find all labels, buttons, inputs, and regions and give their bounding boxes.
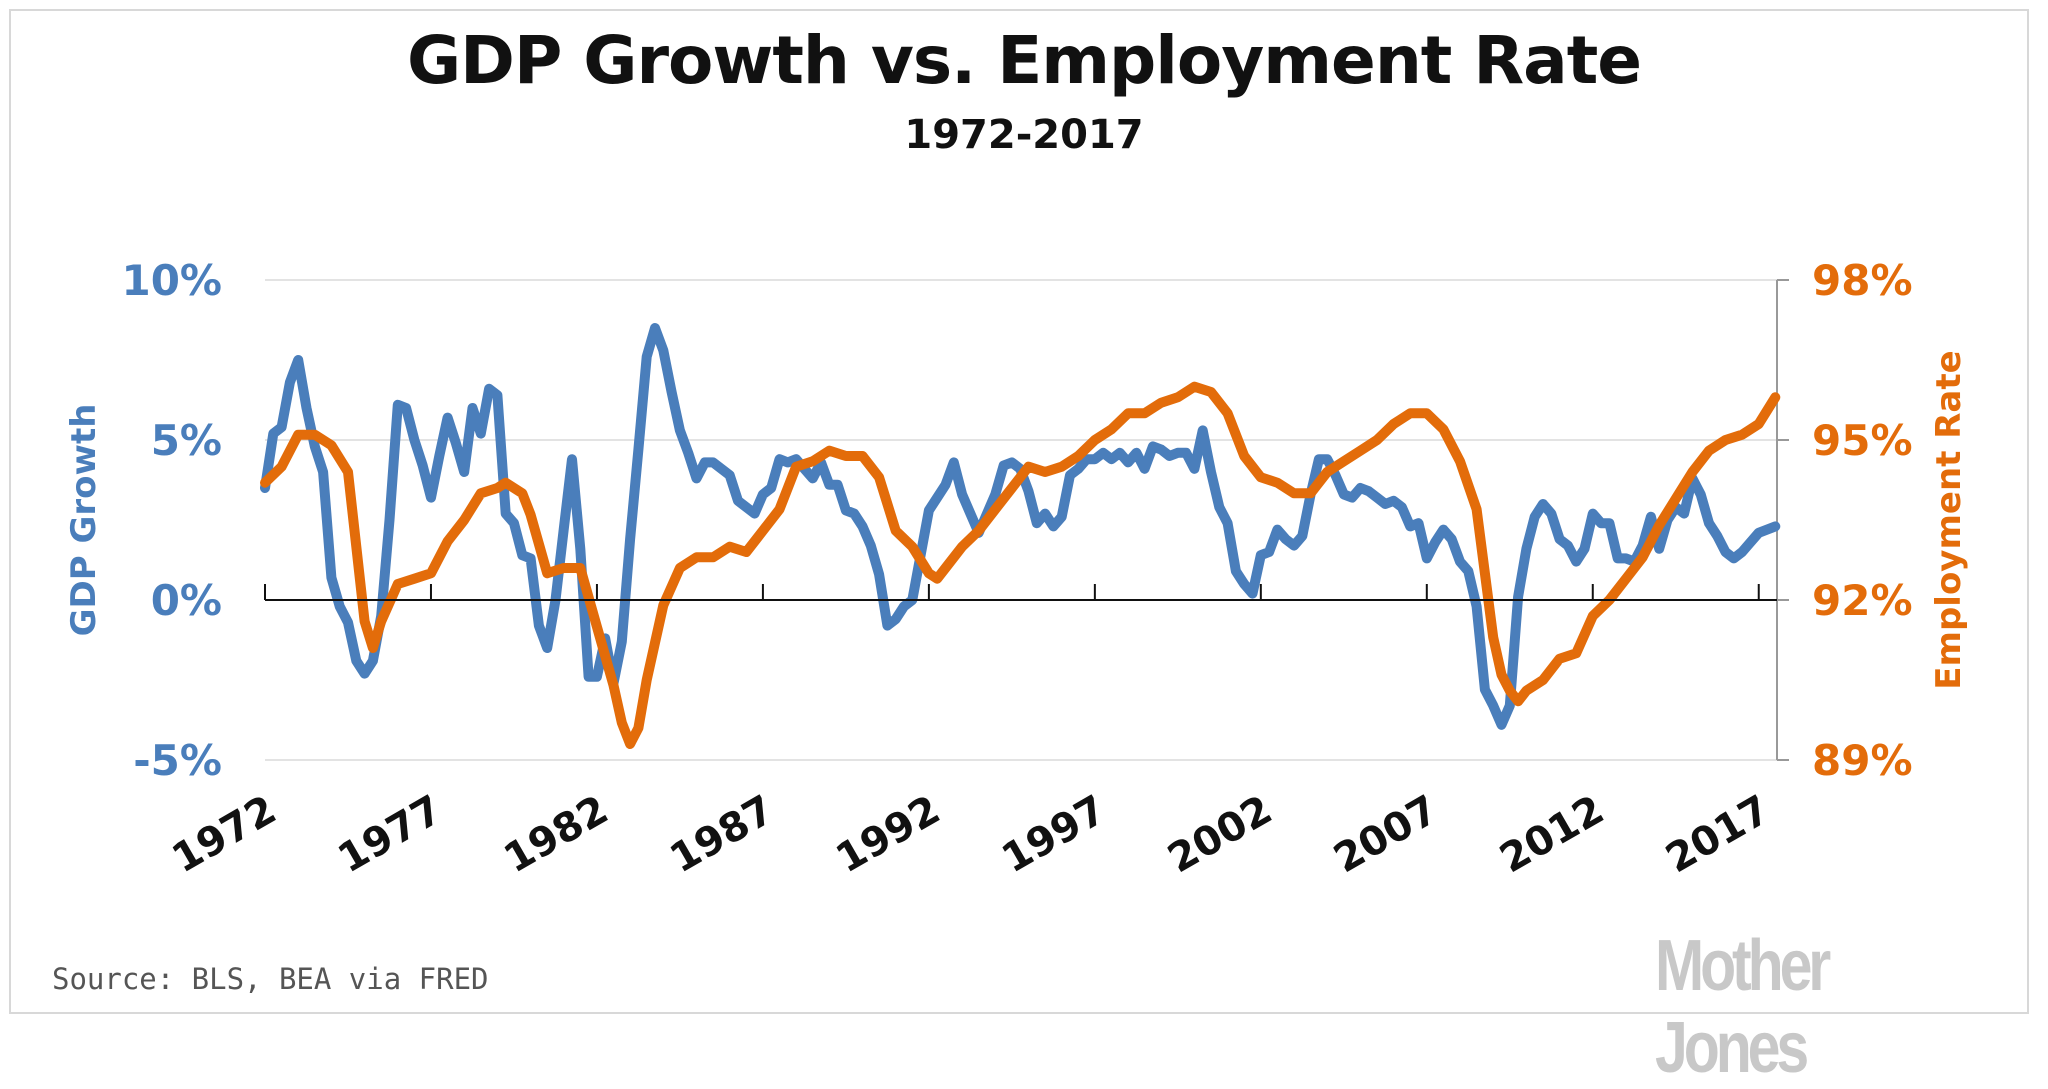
x-tick-label-1987: 1987 — [663, 787, 782, 883]
right-tick-label: 98% — [1812, 256, 1913, 305]
left-tick-label: 10% — [121, 256, 222, 305]
x-tick-label-1972: 1972 — [165, 787, 284, 883]
source-note: Source: BLS, BEA via FRED — [52, 962, 489, 996]
x-tick-label-2007: 2007 — [1326, 787, 1445, 883]
x-tick-label-1982: 1982 — [497, 787, 616, 883]
right-tick-label: 89% — [1812, 736, 1913, 785]
y-left-axis-title: GDP Growth — [64, 404, 104, 637]
x-tick-label-1992: 1992 — [828, 787, 947, 883]
right-tick-label: 92% — [1812, 576, 1913, 625]
x-tick-label-2002: 2002 — [1160, 787, 1279, 883]
left-tick-label: -5% — [133, 736, 222, 785]
gdp-growth-line — [260, 323, 1781, 730]
left-tick-label: 0% — [151, 576, 222, 625]
x-tick-label-2012: 2012 — [1492, 787, 1611, 883]
x-tick-label-1997: 1997 — [994, 787, 1113, 883]
x-tick-label-2017: 2017 — [1658, 787, 1777, 883]
chart-title: GDP Growth vs. Employment Rate — [406, 22, 1642, 99]
left-tick-label: 5% — [151, 416, 222, 465]
employment-rate-line — [260, 381, 1781, 749]
x-tick-label-1977: 1977 — [331, 787, 450, 883]
right-tick-label: 95% — [1812, 416, 1913, 465]
chart-subtitle: 1972-2017 — [904, 112, 1144, 158]
mother-jones-logo: Mother Jones — [1655, 926, 1831, 1088]
y-right-axis-title: Employment Rate — [1929, 350, 1969, 689]
chart-frame — [9, 9, 2029, 1014]
chart-plot: 1972 1977 1982 1987 1992 1997 2002 2007 2012 2017… — [64, 256, 1969, 883]
